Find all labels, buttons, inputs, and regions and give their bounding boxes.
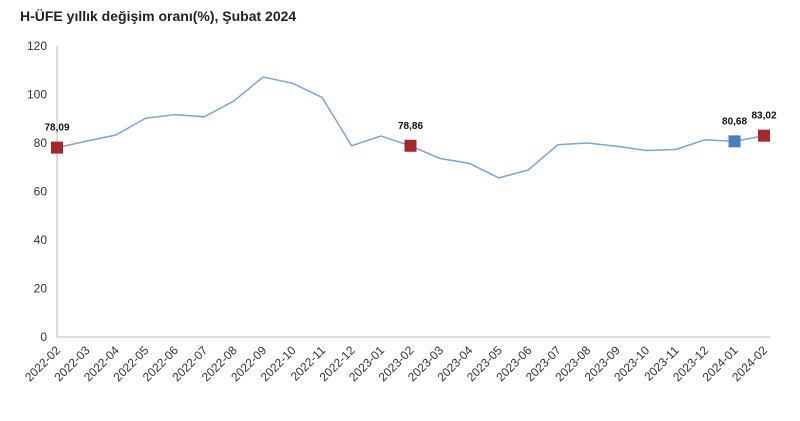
data-label: 83,02 [751,111,776,122]
chart-title: H-ÜFE yıllık değişim oranı(%), Şubat 202… [20,8,297,24]
data-point-marker [728,135,741,148]
data-point-marker [51,141,63,154]
data-label: 78,09 [44,123,69,134]
y-tick-label: 100 [27,88,47,102]
y-tick-label: 80 [34,136,48,150]
data-point-marker [758,129,770,142]
y-tick-label: 20 [34,282,48,296]
data-label: 78,86 [398,121,423,132]
y-tick-label: 120 [27,39,47,53]
y-tick-label: 40 [34,233,48,247]
data-label: 80,68 [722,116,747,127]
y-tick-label: 60 [34,185,48,199]
y-tick-label: 0 [40,330,47,344]
data-point-marker [404,139,417,152]
